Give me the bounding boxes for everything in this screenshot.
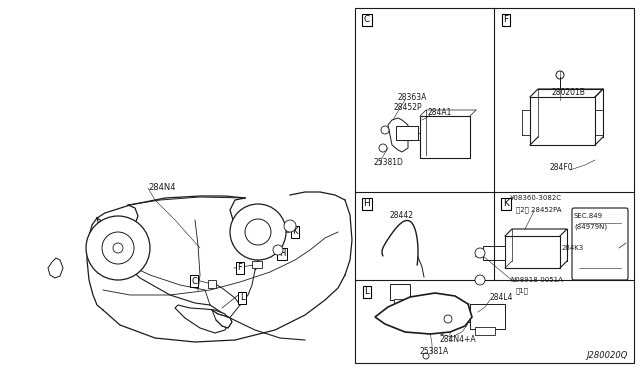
Text: 〨1〩: 〨1〩 — [516, 287, 529, 294]
Polygon shape — [375, 293, 472, 334]
Bar — [252, 261, 262, 268]
Circle shape — [444, 315, 452, 323]
Bar — [505, 236, 560, 268]
Bar — [396, 126, 418, 140]
Circle shape — [86, 216, 150, 280]
Polygon shape — [48, 258, 63, 278]
Circle shape — [381, 126, 389, 134]
Text: 284K3: 284K3 — [562, 245, 584, 251]
Text: H: H — [364, 199, 371, 208]
Bar — [475, 327, 495, 335]
Text: N08918-0051A: N08918-0051A — [510, 277, 563, 283]
Circle shape — [556, 71, 564, 79]
Text: 284F0: 284F0 — [550, 163, 573, 172]
Circle shape — [379, 144, 387, 152]
Text: C: C — [364, 16, 370, 25]
Circle shape — [423, 353, 429, 359]
Bar — [530, 97, 595, 145]
Circle shape — [230, 204, 286, 260]
Text: 284L4: 284L4 — [490, 293, 513, 302]
Circle shape — [245, 219, 271, 245]
Text: K: K — [503, 199, 509, 208]
Text: L: L — [365, 288, 369, 296]
Text: 28442: 28442 — [390, 211, 414, 220]
Polygon shape — [175, 305, 230, 333]
Circle shape — [284, 220, 296, 232]
Text: C: C — [191, 276, 197, 285]
Text: SEC.849: SEC.849 — [574, 213, 603, 219]
Text: J280020Q: J280020Q — [587, 351, 628, 360]
Text: 28452P: 28452P — [394, 103, 422, 112]
Polygon shape — [212, 310, 232, 328]
Text: L: L — [240, 294, 244, 302]
FancyBboxPatch shape — [572, 208, 628, 280]
Text: F: F — [504, 16, 509, 25]
Bar — [470, 304, 505, 329]
Bar — [394, 299, 406, 308]
Bar — [355, 8, 634, 363]
Circle shape — [102, 232, 134, 264]
Text: 〨2〩 28452PA: 〨2〩 28452PA — [516, 206, 561, 213]
Bar — [420, 116, 470, 158]
Text: ¥08360-3082C: ¥08360-3082C — [510, 195, 562, 201]
Text: 25381A: 25381A — [420, 347, 449, 356]
Text: 25381D: 25381D — [374, 158, 404, 167]
Text: 28363A: 28363A — [398, 93, 428, 102]
Text: 284N4: 284N4 — [148, 183, 175, 192]
Text: H: H — [279, 250, 285, 259]
Text: 284N4+A: 284N4+A — [440, 335, 477, 344]
Bar — [452, 310, 470, 322]
Circle shape — [273, 245, 283, 255]
Text: (84979N): (84979N) — [574, 223, 607, 230]
Text: 280201B: 280201B — [552, 88, 586, 97]
Circle shape — [113, 243, 123, 253]
Text: F: F — [237, 263, 243, 273]
Circle shape — [475, 275, 485, 285]
Polygon shape — [388, 118, 408, 152]
Text: 284A1: 284A1 — [428, 108, 452, 117]
Text: K: K — [292, 228, 298, 237]
Circle shape — [475, 248, 485, 258]
Bar — [483, 246, 505, 260]
Bar — [390, 284, 410, 300]
Bar — [208, 280, 216, 288]
